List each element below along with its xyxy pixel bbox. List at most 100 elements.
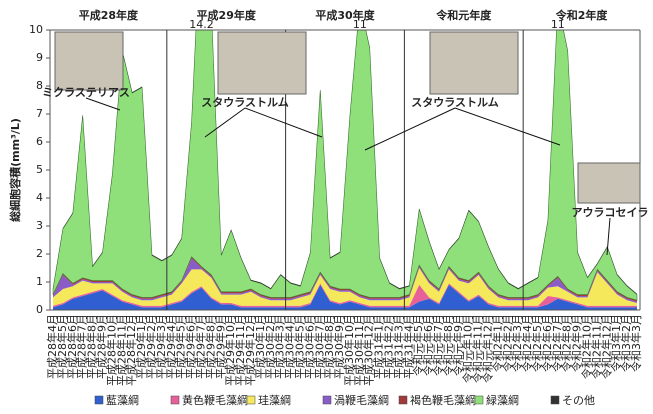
x-tick-label: 令和3年2月 xyxy=(619,314,633,372)
y-tick-label: 7 xyxy=(36,107,43,120)
x-tick-label: 令和2年3月 xyxy=(510,314,524,372)
x-tick-label: 平成28年9月 xyxy=(94,314,108,379)
arrow xyxy=(454,107,561,146)
arrow xyxy=(364,107,456,151)
y-tick-label: 0 xyxy=(36,303,43,316)
x-tick-label: 令和元年6月 xyxy=(421,314,435,376)
x-tick-label: 平成28年5月 xyxy=(55,314,69,379)
x-tick-label: 令和元年7月 xyxy=(431,314,445,376)
x-tick-label: 平成30年10月 xyxy=(342,314,356,386)
y-tick-label: 1 xyxy=(36,275,43,288)
x-tick-label: 平成28年12月 xyxy=(124,314,138,386)
x-tick-label: 平成29年12月 xyxy=(243,314,257,386)
photo-label: ミクラステリアス xyxy=(42,86,130,99)
y-tick-label: 8 xyxy=(36,79,43,92)
photo xyxy=(577,162,641,204)
x-tick-label: 令和2年12月 xyxy=(599,314,613,379)
legend-label: 緑藻綱 xyxy=(486,393,519,407)
photo-label: スタウラストルム xyxy=(411,96,499,109)
x-tick-label: 平成29年11月 xyxy=(233,314,247,386)
peak-label: 11 xyxy=(551,18,565,31)
x-tick-label: 令和2年1月 xyxy=(490,314,504,372)
x-tick-label: 令和元年9月 xyxy=(451,314,465,376)
legend-swatch xyxy=(322,395,332,405)
x-tick-label: 平成29年10月 xyxy=(223,314,237,386)
legend-swatch xyxy=(398,395,408,405)
x-tick-label: 平成28年10月 xyxy=(104,314,118,386)
x-tick-label: 平成30年4月 xyxy=(283,314,297,379)
x-tick-label: 平成30年12月 xyxy=(362,314,376,386)
x-tick-label: 令和3年1月 xyxy=(609,314,623,372)
arrow xyxy=(85,97,121,111)
arrow xyxy=(244,107,323,138)
legend-swatch xyxy=(550,395,560,405)
area xyxy=(53,284,637,310)
photo-label: アウラコセイラ xyxy=(572,206,649,219)
x-tick-label: 平成30年2月 xyxy=(263,314,277,379)
x-tick-label: 平成31年4月 xyxy=(401,314,415,379)
y-axis-title: 総細胞容積(mm³/L) xyxy=(8,118,22,222)
x-tick-label: 平成30年3月 xyxy=(273,314,287,379)
arrow xyxy=(204,107,246,138)
plot-area xyxy=(52,30,638,310)
x-tick-label: 平成29年4月 xyxy=(164,314,178,379)
x-tick-label: 令和元年11月 xyxy=(471,314,485,383)
y-tick-label: 2 xyxy=(36,247,43,260)
area xyxy=(53,283,637,308)
x-tick-label: 平成30年9月 xyxy=(332,314,346,379)
x-tick-label: 平成30年5月 xyxy=(292,314,306,379)
y-tick-label: 4 xyxy=(36,191,43,204)
year-label: 令和元年度 xyxy=(435,8,492,22)
y-tick-label: 9 xyxy=(36,51,43,64)
x-tick-label: 平成29年7月 xyxy=(193,314,207,379)
x-tick-label: 令和2年7月 xyxy=(550,314,564,372)
x-tick-label: 平成30年7月 xyxy=(312,314,326,379)
legend-swatch xyxy=(474,395,484,405)
legend-label: 藍藻綱 xyxy=(106,393,139,407)
x-tick-label: 平成30年8月 xyxy=(322,314,336,379)
photo xyxy=(54,31,124,91)
legend-label: その他 xyxy=(562,394,595,407)
x-tick-label: 平成28年6月 xyxy=(65,314,79,379)
legend-swatch xyxy=(170,395,180,405)
x-tick-label: 平成28年7月 xyxy=(75,314,89,379)
x-tick-label: 令和2年11月 xyxy=(589,314,603,379)
x-tick-label: 平成29年5月 xyxy=(174,314,188,379)
x-tick-label: 平成31年2月 xyxy=(382,314,396,379)
x-tick-label: 平成29年8月 xyxy=(203,314,217,379)
legend-label: 珪藻綱 xyxy=(258,393,291,407)
legend-swatch xyxy=(94,395,104,405)
year-label: 平成28年度 xyxy=(79,8,139,22)
x-tick-label: 平成31年1月 xyxy=(372,314,386,379)
y-tick-label: 10 xyxy=(29,23,43,36)
x-tick-label: 平成29年2月 xyxy=(144,314,158,379)
legend-label: 黄色鞭毛藻綱 xyxy=(182,393,248,407)
x-tick-label: 平成30年6月 xyxy=(302,314,316,379)
legend-swatch xyxy=(246,395,256,405)
y-tick-label: 3 xyxy=(36,219,43,232)
year-label: 平成30年度 xyxy=(315,8,375,22)
legend-label: 渦鞭毛藻綱 xyxy=(334,393,389,407)
legend-label: 褐色鞭毛藻綱 xyxy=(410,393,476,407)
x-tick-label: 平成30年11月 xyxy=(352,314,366,386)
x-tick-label: 令和元年8月 xyxy=(441,314,455,376)
year-label: 平成29年度 xyxy=(197,8,257,22)
x-tick-label: 平成29年9月 xyxy=(213,314,227,379)
year-label: 令和2年度 xyxy=(555,8,609,22)
x-tick-label: 令和元年5月 xyxy=(411,314,425,376)
area xyxy=(52,30,638,301)
x-tick-label: 平成28年8月 xyxy=(85,314,99,379)
x-tick-label: 令和2年9月 xyxy=(570,314,584,372)
photo-label: スタウラストルム xyxy=(201,96,289,109)
x-tick-label: 平成30年1月 xyxy=(253,314,267,379)
area xyxy=(53,268,637,306)
x-tick-label: 令和2年2月 xyxy=(500,314,514,372)
arrow xyxy=(606,217,611,256)
x-tick-label: 令和元年10月 xyxy=(461,314,475,383)
x-tick-label: 令和2年5月 xyxy=(530,314,544,372)
peak-label: 11 xyxy=(353,18,367,31)
x-tick-label: 平成29年6月 xyxy=(184,314,198,379)
x-tick-label: 令和3年3月 xyxy=(629,314,643,372)
